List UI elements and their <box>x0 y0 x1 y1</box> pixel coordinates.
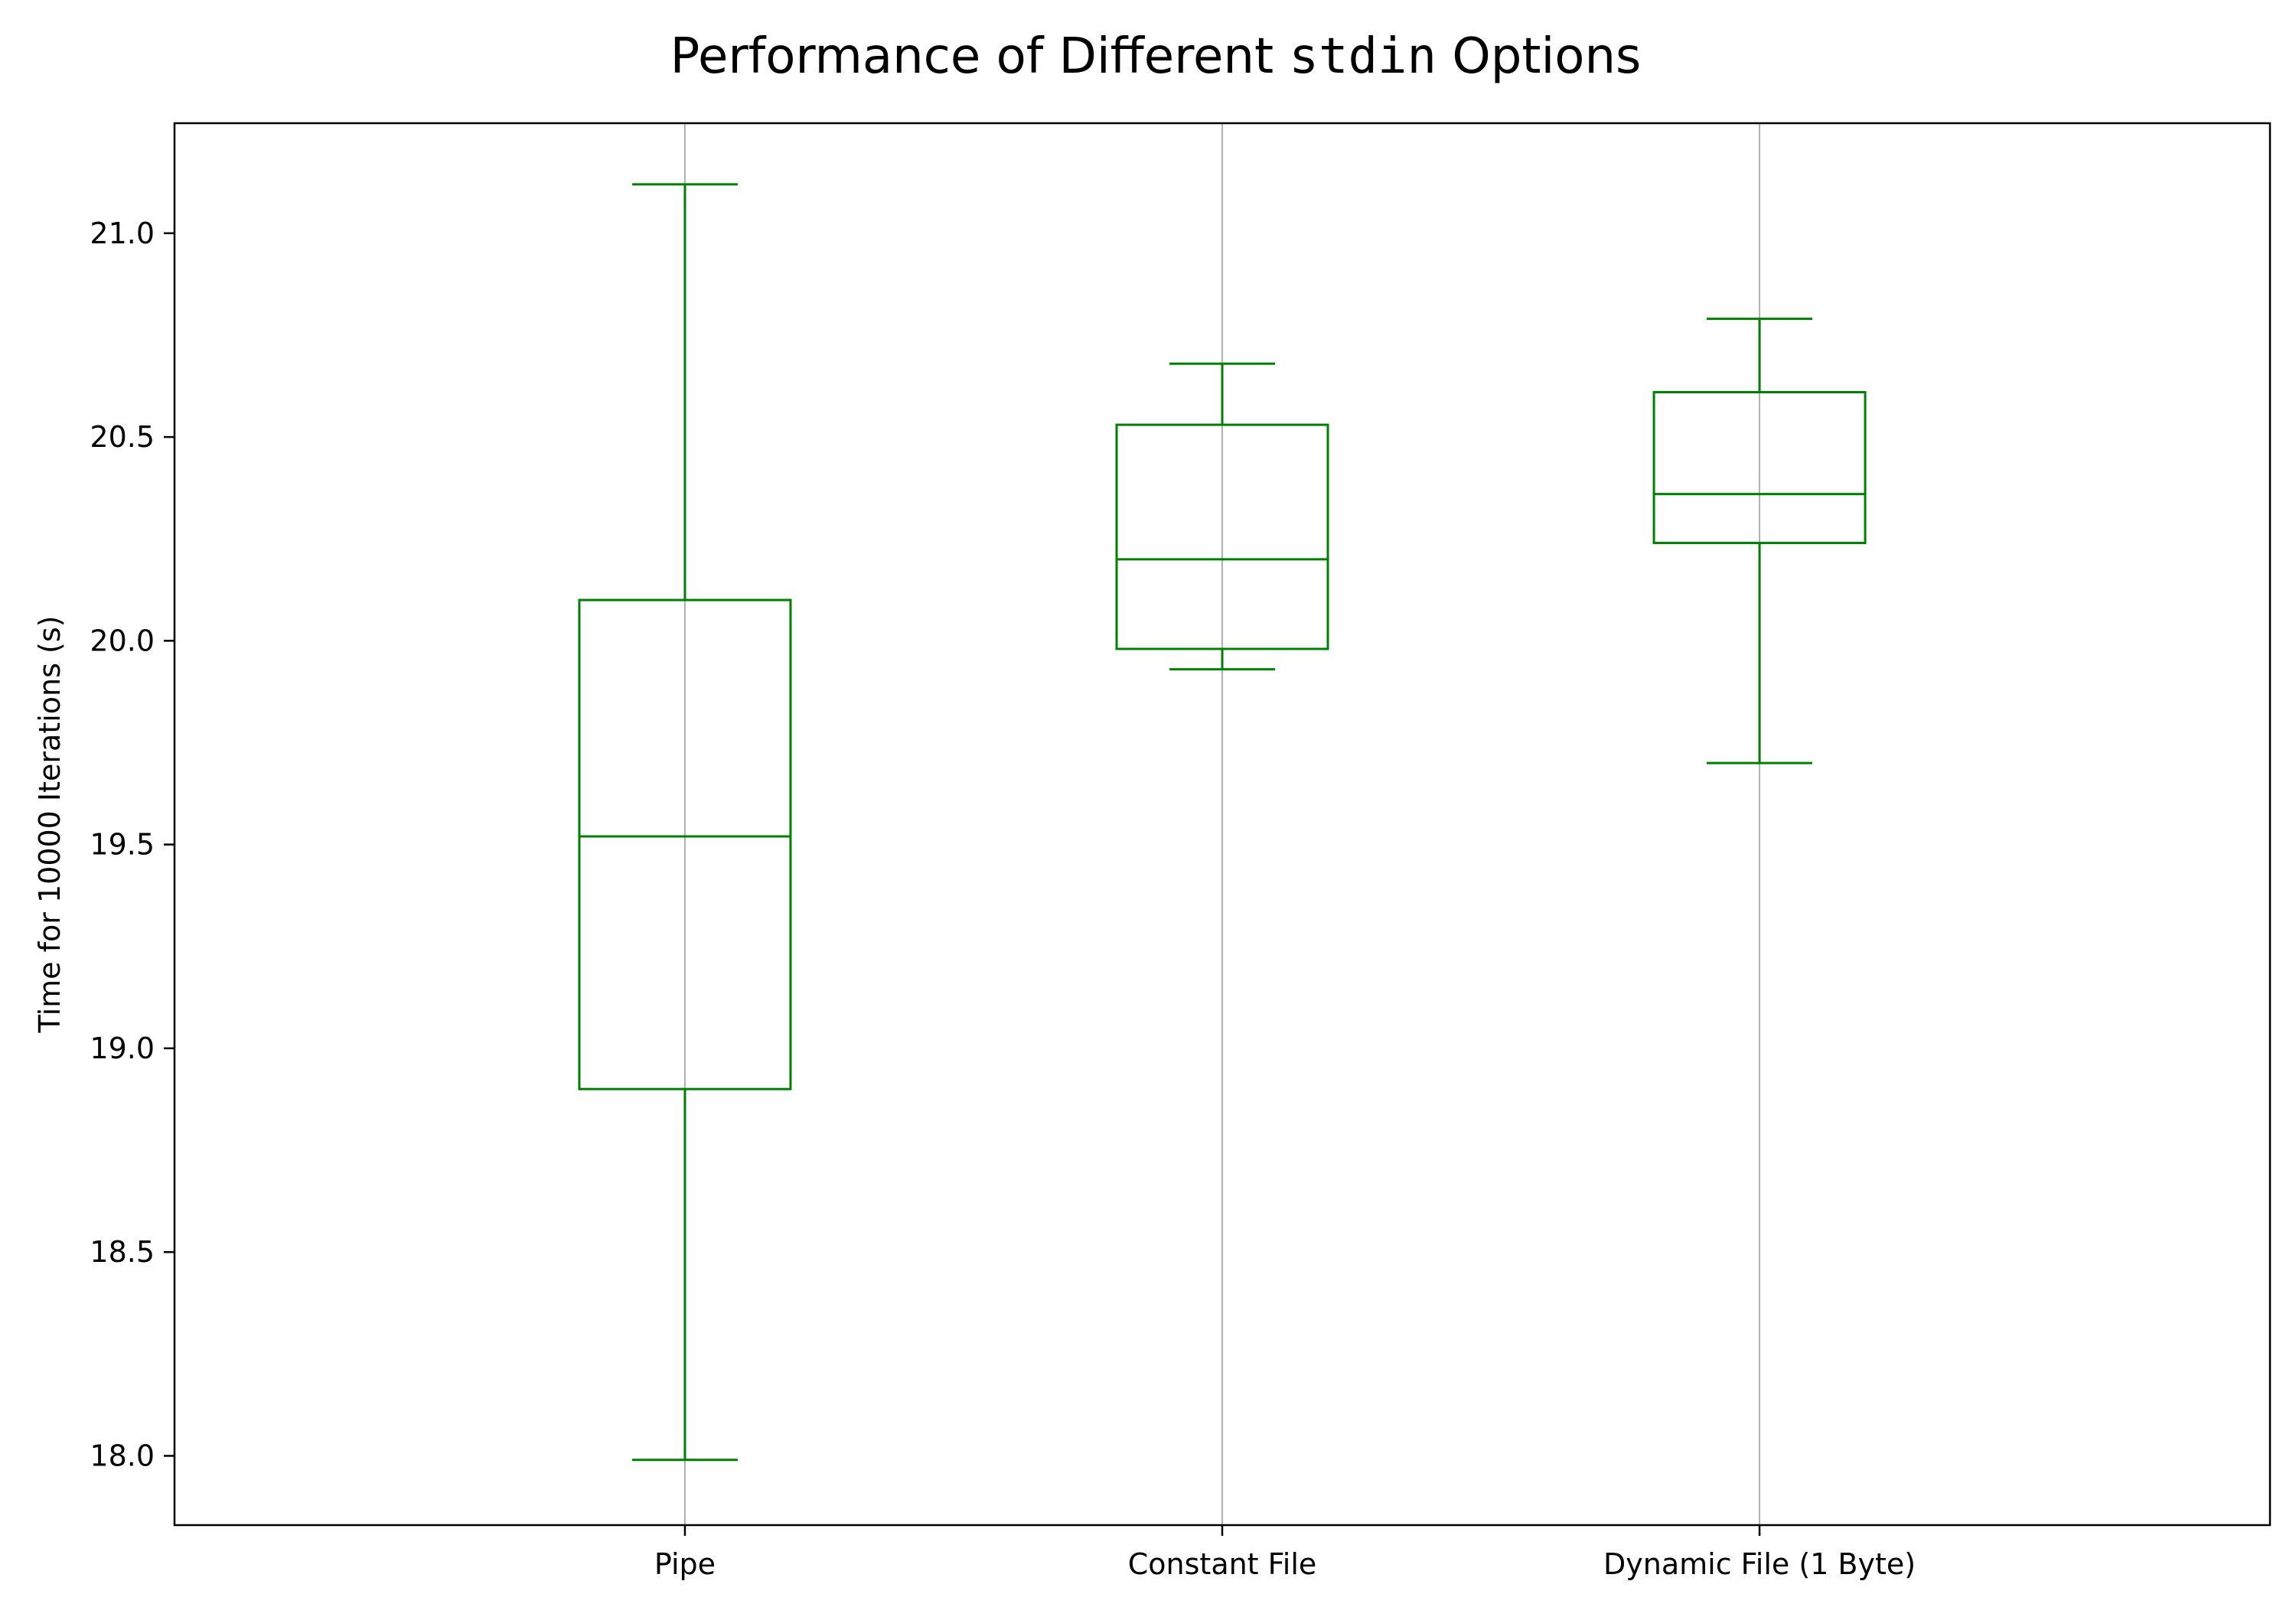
chart-title: Performance of Different stdin Options <box>670 28 1642 85</box>
box-layer <box>578 183 1867 1462</box>
x-tick-label: Constant File <box>1128 1547 1317 1581</box>
iqr-box <box>1652 390 1867 545</box>
x-tick-label: Pipe <box>654 1547 716 1581</box>
y-tick-label: 18.0 <box>90 1439 155 1472</box>
chart-title-part-3: Options <box>1437 28 1641 85</box>
y-axis-label: Time for 10000 Iterations (s) <box>33 616 67 1034</box>
y-tick-label: 20.0 <box>90 624 155 657</box>
y-tick-label: 19.0 <box>90 1032 155 1065</box>
y-tick-label: 21.0 <box>90 217 155 250</box>
x-tick-label: Dynamic File (1 Byte) <box>1603 1547 1916 1581</box>
chart-title-part-2: stdin <box>1289 28 1437 85</box>
box-2 <box>1115 362 1329 671</box>
chart-title-part-1: Performance of Different <box>670 28 1290 85</box>
iqr-box <box>578 598 792 1090</box>
y-tick-label: 19.5 <box>90 828 155 862</box>
iqr-box <box>1115 423 1329 650</box>
box-1 <box>578 183 792 1462</box>
tick-layer: Pipe Constant File Dynamic File (1 Byte) 18… <box>90 217 1916 1581</box>
y-tick-label: 18.5 <box>90 1235 155 1269</box>
y-tick-label: 20.5 <box>90 420 155 454</box>
box-3 <box>1652 318 1867 764</box>
grid-layer <box>683 123 1761 1525</box>
